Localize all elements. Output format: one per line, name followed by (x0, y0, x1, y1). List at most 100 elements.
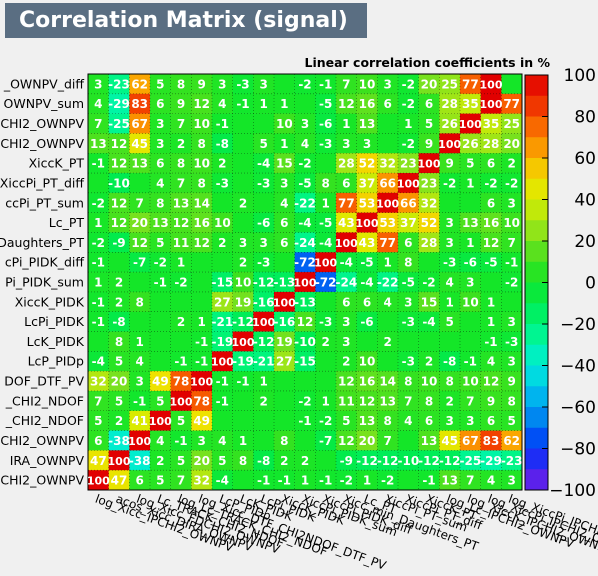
heatmap-cell (418, 351, 440, 372)
heatmap-cell (356, 371, 378, 392)
heatmap-cell (88, 291, 109, 313)
heatmap-cell (232, 93, 254, 114)
cell-value-label: -2 (402, 77, 415, 91)
colorbar-band (525, 386, 548, 408)
cell-value-label: 3 (342, 137, 350, 151)
cell-value-label: -1 (195, 335, 208, 349)
row-label: XiccK_PIDK (15, 294, 85, 309)
heatmap-cell (336, 371, 357, 392)
heatmap-cell (418, 430, 440, 451)
heatmap-cell (460, 450, 481, 471)
heatmap-cell (336, 113, 357, 134)
heatmap-cell (88, 272, 109, 293)
heatmap-cell (336, 153, 357, 174)
heatmap-cell (315, 173, 337, 194)
heatmap-cell (129, 192, 151, 213)
heatmap-cell (315, 153, 337, 174)
cell-value-label: 16 (359, 97, 376, 111)
heatmap-cell (418, 291, 440, 313)
cell-value-label: 6 (342, 176, 350, 190)
cell-value-label: 1 (363, 474, 371, 488)
heatmap-cell (336, 450, 357, 471)
heatmap-cell (108, 291, 130, 313)
heatmap-cell (356, 291, 378, 313)
heatmap-cell (377, 291, 399, 313)
cell-value-label: -6 (464, 256, 477, 270)
cell-value-label: 32 (90, 375, 107, 389)
cell-value-label: 2 (239, 196, 247, 210)
heatmap-cell (191, 272, 213, 293)
cell-value-label: -23 (501, 454, 523, 468)
heatmap-cell (170, 410, 192, 431)
heatmap-cell (150, 291, 171, 313)
heatmap-cell (336, 390, 357, 412)
row-label: cPi_PIDK_diff (5, 255, 85, 270)
cell-value-label: 25 (503, 117, 520, 131)
heatmap-cell (88, 371, 109, 392)
heatmap-cell (501, 212, 523, 233)
row-label: ccPi_PT_sum (5, 195, 84, 210)
heatmap-cell (88, 74, 109, 95)
heatmap-cell (398, 93, 419, 114)
cell-value-label: 8 (445, 375, 453, 389)
cell-value-label: 6 (342, 295, 350, 309)
cell-value-label: 13 (462, 216, 479, 230)
cell-value-label: 13 (421, 434, 438, 448)
heatmap-cell (356, 450, 378, 471)
colorbar-band (525, 220, 548, 242)
cell-value-label: 10 (421, 375, 438, 389)
cell-value-label: -72 (294, 256, 316, 270)
heatmap-cell (129, 133, 151, 154)
heatmap-cell (129, 252, 151, 273)
cell-value-label: -23 (108, 77, 130, 91)
cell-value-label: -2 (381, 474, 394, 488)
cell-value-label: 23 (421, 176, 438, 190)
cell-value-label: 13 (441, 474, 458, 488)
cell-value-label: 10 (462, 295, 479, 309)
heatmap-cell (439, 252, 461, 273)
heatmap-cell (377, 371, 399, 392)
cell-value-label: -1 (92, 315, 105, 329)
heatmap-cell (418, 133, 440, 154)
heatmap-cell (356, 212, 378, 233)
heatmap-cell (170, 133, 192, 154)
heatmap-cell (294, 410, 316, 431)
heatmap-cell (274, 371, 295, 392)
cell-value-label: 25 (441, 77, 458, 91)
cell-value-label: 2 (115, 276, 123, 290)
heatmap-cell (274, 430, 295, 451)
heatmap-cell (439, 450, 461, 471)
cell-value-label: 8 (321, 176, 329, 190)
cell-value-label: 28 (441, 97, 458, 111)
heatmap-cell (294, 450, 316, 471)
cell-value-label: -1 (216, 117, 229, 131)
cell-value-label: 2 (218, 236, 226, 250)
cell-value-label: -2 (92, 236, 105, 250)
cell-value-label: 7 (177, 176, 185, 190)
heatmap-cell (150, 133, 171, 154)
cell-value-label: 12 (111, 157, 128, 171)
heatmap-cell (108, 252, 130, 273)
heatmap-cell (253, 430, 275, 451)
heatmap-cell (315, 252, 337, 273)
cell-value-label: 5 (177, 414, 185, 428)
heatmap-cell (150, 430, 171, 451)
row-label: CHI2_OWNPV (0, 473, 84, 488)
heatmap-cell (191, 133, 213, 154)
heatmap-cell (191, 212, 213, 233)
heatmap-cell (294, 272, 316, 293)
heatmap-cell (253, 390, 275, 412)
row-label: CHI2_OWNPV (0, 433, 84, 448)
cell-value-label: 7 (507, 236, 515, 250)
cell-value-label: 3 (445, 216, 453, 230)
cell-value-label: 1 (94, 276, 102, 290)
cell-value-label: 4 (156, 434, 164, 448)
heatmap-cell (191, 291, 213, 313)
heatmap-cell (108, 232, 130, 253)
heatmap-cell (274, 212, 295, 233)
heatmap-cell (439, 212, 461, 233)
grid-lines (87, 73, 523, 491)
heatmap-cell (418, 113, 440, 134)
heatmap-cell (294, 430, 316, 451)
heatmap-cell (315, 291, 337, 313)
